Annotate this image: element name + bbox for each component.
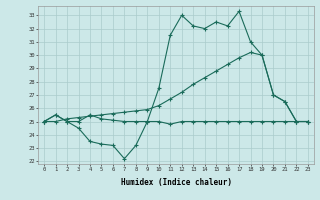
X-axis label: Humidex (Indice chaleur): Humidex (Indice chaleur) — [121, 178, 231, 187]
